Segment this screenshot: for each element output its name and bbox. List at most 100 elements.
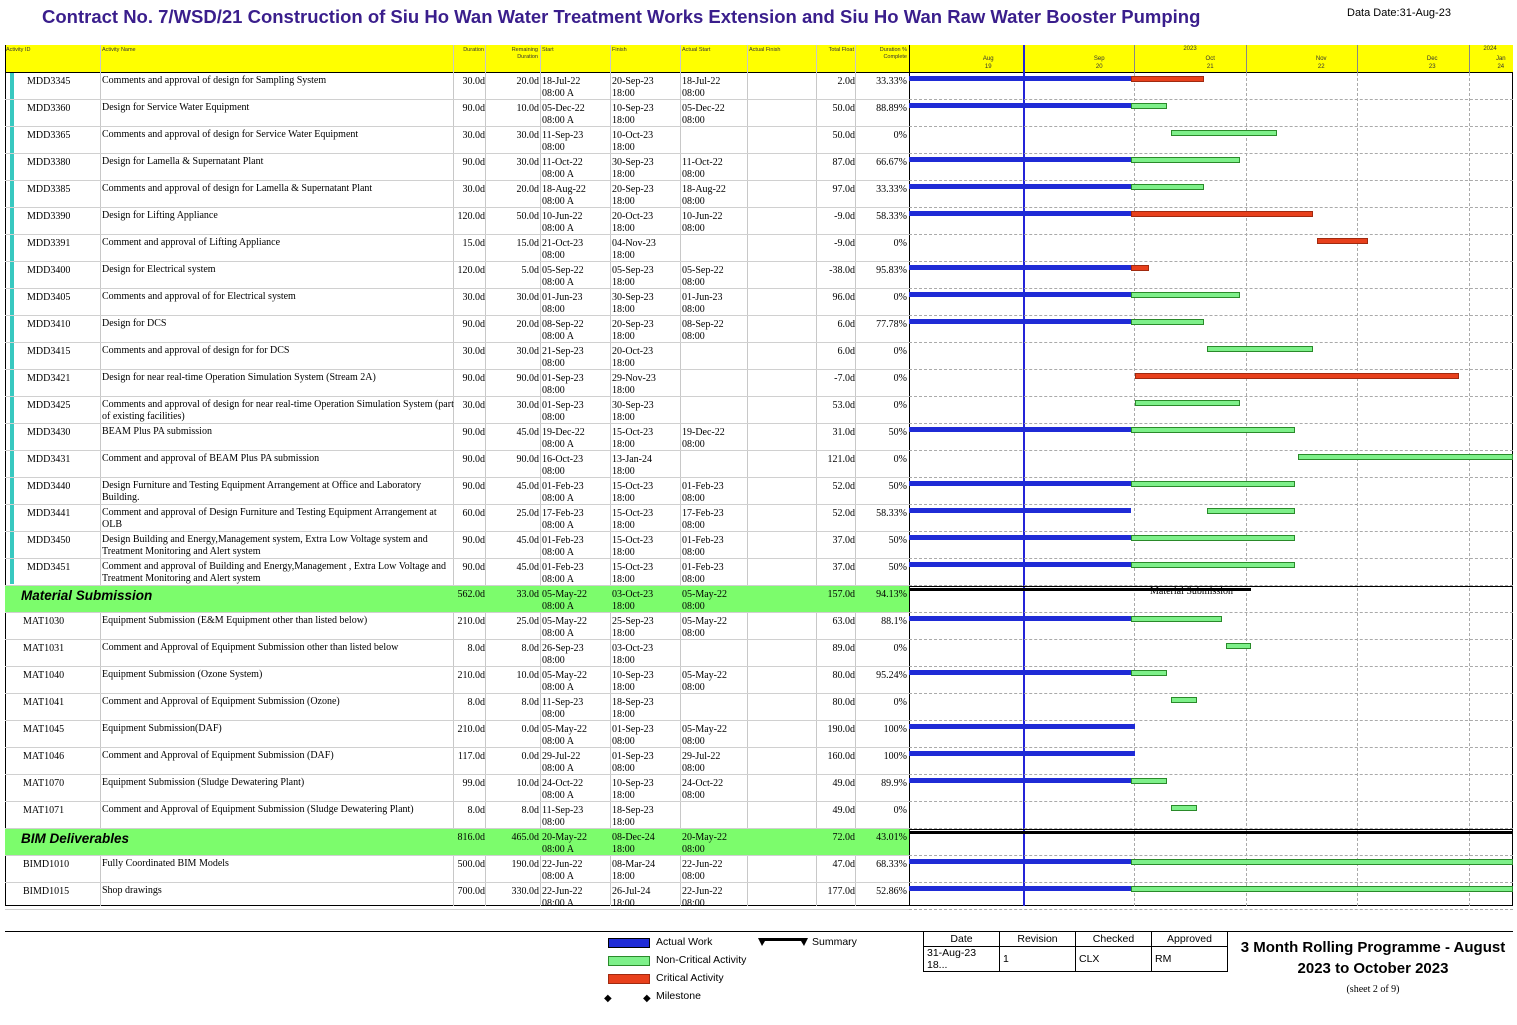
actual-work-bar[interactable] bbox=[909, 535, 1131, 540]
col-remaining[interactable]: Remaining Duration bbox=[511, 47, 538, 60]
col-total-float[interactable]: Total Float bbox=[828, 47, 854, 53]
non-critical-activity-bar[interactable] bbox=[1207, 346, 1313, 352]
col-activity-name[interactable]: Activity Name bbox=[102, 47, 136, 53]
non-critical-activity-bar[interactable] bbox=[1131, 562, 1295, 568]
non-critical-activity-bar[interactable] bbox=[1207, 508, 1295, 514]
table-row[interactable]: MDD3400 Design for Electrical system 120.0… bbox=[5, 262, 909, 289]
start-time: 08:00 bbox=[542, 358, 565, 369]
table-row[interactable]: MDD3365 Comments and approval of design f… bbox=[5, 127, 909, 154]
non-critical-activity-bar[interactable] bbox=[1131, 292, 1241, 298]
non-critical-activity-bar[interactable] bbox=[1171, 130, 1277, 136]
critical-activity-bar[interactable] bbox=[1316, 238, 1368, 244]
non-critical-activity-bar[interactable] bbox=[1131, 319, 1204, 325]
actual-work-bar[interactable] bbox=[909, 292, 1131, 297]
duration: 700.0d bbox=[457, 886, 486, 897]
actual-work-bar[interactable] bbox=[909, 562, 1131, 567]
table-row[interactable]: MDD3385 Comments and approval of design f… bbox=[5, 181, 909, 208]
summary-bar[interactable] bbox=[909, 831, 1513, 834]
table-row[interactable]: MAT1041 Comment and Approval of Equipment… bbox=[5, 694, 909, 721]
finish-time: 18:00 bbox=[612, 196, 635, 207]
col-actual-finish[interactable]: Actual Finish bbox=[749, 47, 781, 53]
table-row[interactable]: MDD3345 Comments and approval of design f… bbox=[5, 73, 909, 100]
table-row[interactable]: MDD3450 Design Building and Energy,Manage… bbox=[5, 532, 909, 559]
actual-work-bar[interactable] bbox=[909, 886, 1131, 891]
critical-activity-bar[interactable] bbox=[1131, 265, 1150, 271]
col-pct-complete[interactable]: Duration % Complete bbox=[879, 47, 907, 60]
critical-activity-bar[interactable] bbox=[1131, 211, 1313, 217]
non-critical-activity-bar[interactable] bbox=[1171, 697, 1197, 703]
table-row[interactable]: MDD3410 Design for DCS 90.0d 20.0d 08-Sep-22… bbox=[5, 316, 909, 343]
non-critical-activity-bar[interactable] bbox=[1131, 859, 1513, 865]
actual-work-bar[interactable] bbox=[909, 211, 1131, 216]
non-critical-activity-bar[interactable] bbox=[1131, 481, 1295, 487]
actual-work-bar[interactable] bbox=[909, 859, 1131, 864]
non-critical-activity-bar[interactable] bbox=[1131, 886, 1513, 892]
non-critical-activity-bar[interactable] bbox=[1131, 157, 1241, 163]
remaining-duration: 10.0d bbox=[516, 778, 540, 789]
non-critical-activity-bar[interactable] bbox=[1298, 454, 1513, 460]
actual-work-bar[interactable] bbox=[909, 724, 1135, 729]
col-start[interactable]: Start bbox=[542, 47, 554, 53]
table-row[interactable]: MDD3441 Comment and approval of Design Fu… bbox=[5, 505, 909, 532]
critical-activity-bar[interactable] bbox=[1134, 373, 1459, 379]
month-label: Jan bbox=[1495, 56, 1506, 62]
group-row[interactable]: BIM Deliverables 816.0d 465.0d 20-May-22 08:… bbox=[5, 829, 909, 856]
actual-work-bar[interactable] bbox=[909, 184, 1131, 189]
actual-work-bar[interactable] bbox=[909, 778, 1131, 783]
actual-work-bar[interactable] bbox=[909, 157, 1131, 162]
table-row[interactable]: MDD3405 Comments and approval of for Elec… bbox=[5, 289, 909, 316]
group-row[interactable]: Material Submission 562.0d 33.0d 05-May-22 0… bbox=[5, 586, 909, 613]
actual-work-bar[interactable] bbox=[909, 427, 1131, 432]
actual-work-bar[interactable] bbox=[909, 616, 1131, 621]
critical-activity-bar[interactable] bbox=[1131, 76, 1204, 82]
col-activity-id[interactable]: Activity ID bbox=[6, 47, 31, 53]
non-critical-activity-bar[interactable] bbox=[1171, 805, 1197, 811]
col-duration[interactable]: Duration bbox=[463, 47, 484, 53]
actual-work-bar[interactable] bbox=[909, 670, 1131, 675]
actual-work-bar[interactable] bbox=[909, 481, 1131, 486]
table-row[interactable]: MAT1070 Equipment Submission (Sludge Dewa… bbox=[5, 775, 909, 802]
table-row[interactable]: BIMD1015 Shop drawings 700.0d 330.0d 22-Jun-… bbox=[5, 883, 909, 910]
table-row[interactable]: MDD3421 Design for near real-time Operati… bbox=[5, 370, 909, 397]
col-finish[interactable]: Finish bbox=[612, 47, 627, 53]
table-row[interactable]: MAT1031 Comment and Approval of Equipment… bbox=[5, 640, 909, 667]
non-critical-activity-bar[interactable] bbox=[1131, 778, 1168, 784]
non-critical-activity-bar[interactable] bbox=[1131, 670, 1168, 676]
non-critical-activity-bar[interactable] bbox=[1131, 535, 1295, 541]
actual-work-bar[interactable] bbox=[909, 265, 1131, 270]
table-row[interactable]: BIMD1010 Fully Coordinated BIM Models 500.… bbox=[5, 856, 909, 883]
actual-work-bar[interactable] bbox=[909, 319, 1131, 324]
table-row[interactable]: MAT1046 Comment and Approval of Equipment… bbox=[5, 748, 909, 775]
remaining-duration: 15.0d bbox=[516, 238, 540, 249]
table-row[interactable]: MAT1045 Equipment Submission(DAF) 210.0d 0.… bbox=[5, 721, 909, 748]
table-row[interactable]: MDD3430 BEAM Plus PA submission 90.0d 45.0d… bbox=[5, 424, 909, 451]
table-row[interactable]: MDD3440 Design Furniture and Testing Equi… bbox=[5, 478, 909, 505]
table-row[interactable]: MAT1040 Equipment Submission (Ozone Syste… bbox=[5, 667, 909, 694]
non-critical-activity-bar[interactable] bbox=[1131, 616, 1222, 622]
non-critical-activity-bar[interactable] bbox=[1131, 184, 1204, 190]
duration: 8.0d bbox=[467, 697, 486, 708]
actual-work-bar[interactable] bbox=[909, 76, 1131, 81]
non-critical-activity-bar[interactable] bbox=[1131, 103, 1168, 109]
table-row[interactable]: MDD3380 Design for Lamella & Supernatant … bbox=[5, 154, 909, 181]
start-date: 11-Sep-23 bbox=[542, 805, 584, 816]
row-gridline bbox=[909, 531, 1513, 532]
table-row[interactable]: MDD3415 Comments and approval of design f… bbox=[5, 343, 909, 370]
table-row[interactable]: MDD3431 Comment and approval of BEAM Plus… bbox=[5, 451, 909, 478]
actual-work-bar[interactable] bbox=[909, 103, 1131, 108]
table-row[interactable]: MDD3390 Design for Lifting Appliance 120.0… bbox=[5, 208, 909, 235]
table-row[interactable]: MDD3451 Comment and approval of Building … bbox=[5, 559, 909, 586]
actual-work-bar[interactable] bbox=[909, 508, 1131, 513]
non-critical-activity-bar[interactable] bbox=[1134, 400, 1241, 406]
table-row[interactable]: MAT1030 Equipment Submission (E&M Equipme… bbox=[5, 613, 909, 640]
table-row[interactable]: MAT1071 Comment and Approval of Equipment… bbox=[5, 802, 909, 829]
non-critical-activity-bar[interactable] bbox=[1225, 643, 1252, 649]
non-critical-activity-bar[interactable] bbox=[1131, 427, 1295, 433]
table-row[interactable]: MDD3360 Design for Service Water Equipmen… bbox=[5, 100, 909, 127]
summary-bar[interactable] bbox=[909, 588, 1252, 591]
legend-actual-label: Actual Work bbox=[656, 936, 713, 948]
table-row[interactable]: MDD3391 Comment and approval of Lifting A… bbox=[5, 235, 909, 262]
actual-work-bar[interactable] bbox=[909, 751, 1135, 756]
table-row[interactable]: MDD3425 Comments and approval of design f… bbox=[5, 397, 909, 424]
col-actual-start[interactable]: Actual Start bbox=[682, 47, 711, 53]
